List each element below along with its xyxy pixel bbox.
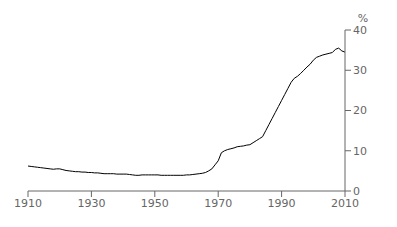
svg-text:40: 40 [353,24,367,37]
svg-text:1930: 1930 [77,197,105,210]
svg-text:1990: 1990 [268,197,296,210]
svg-text:1950: 1950 [141,197,169,210]
svg-text:20: 20 [353,104,367,117]
svg-text:10: 10 [353,145,367,158]
svg-text:1910: 1910 [14,197,42,210]
svg-text:30: 30 [353,64,367,77]
svg-text:1970: 1970 [204,197,232,210]
svg-text:0: 0 [353,185,360,198]
svg-text:2010: 2010 [331,197,359,210]
svg-text:%: % [358,12,368,25]
